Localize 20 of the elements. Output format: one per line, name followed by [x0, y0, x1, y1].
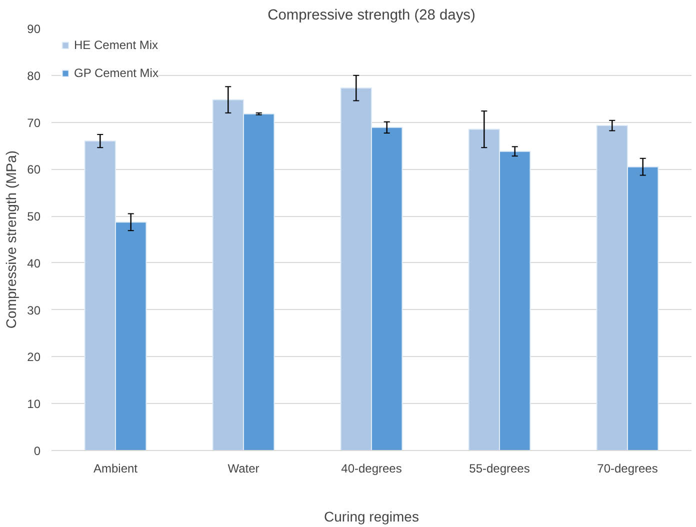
- y-axis-title: Compressive strength (MPa): [3, 150, 20, 329]
- y-tick-label: 50: [27, 210, 41, 224]
- y-tick-label: 90: [27, 22, 41, 36]
- y-tick-label: 80: [27, 68, 41, 83]
- x-tick-label: 55-degrees: [469, 462, 530, 476]
- legend-label: HE Cement Mix: [74, 38, 158, 52]
- y-tick-label: 60: [27, 162, 41, 177]
- y-tick-label: 10: [27, 397, 41, 412]
- x-tick-label: Water: [228, 462, 260, 476]
- chart-title: Compressive strength (28 days): [268, 8, 476, 24]
- y-tick-label: 0: [34, 444, 41, 458]
- x-tick-label: 70-degrees: [597, 462, 658, 476]
- y-tick-label: 40: [27, 256, 41, 270]
- x-tick-label: Ambient: [93, 462, 138, 476]
- y-tick-label: 30: [27, 303, 41, 318]
- y-tick-label: 70: [27, 116, 41, 130]
- x-tick-label: 40-degrees: [341, 462, 402, 476]
- y-tick-label: 20: [27, 350, 41, 364]
- legend-label: GP Cement Mix: [74, 66, 158, 80]
- x-axis-title: Curing regimes: [324, 508, 419, 524]
